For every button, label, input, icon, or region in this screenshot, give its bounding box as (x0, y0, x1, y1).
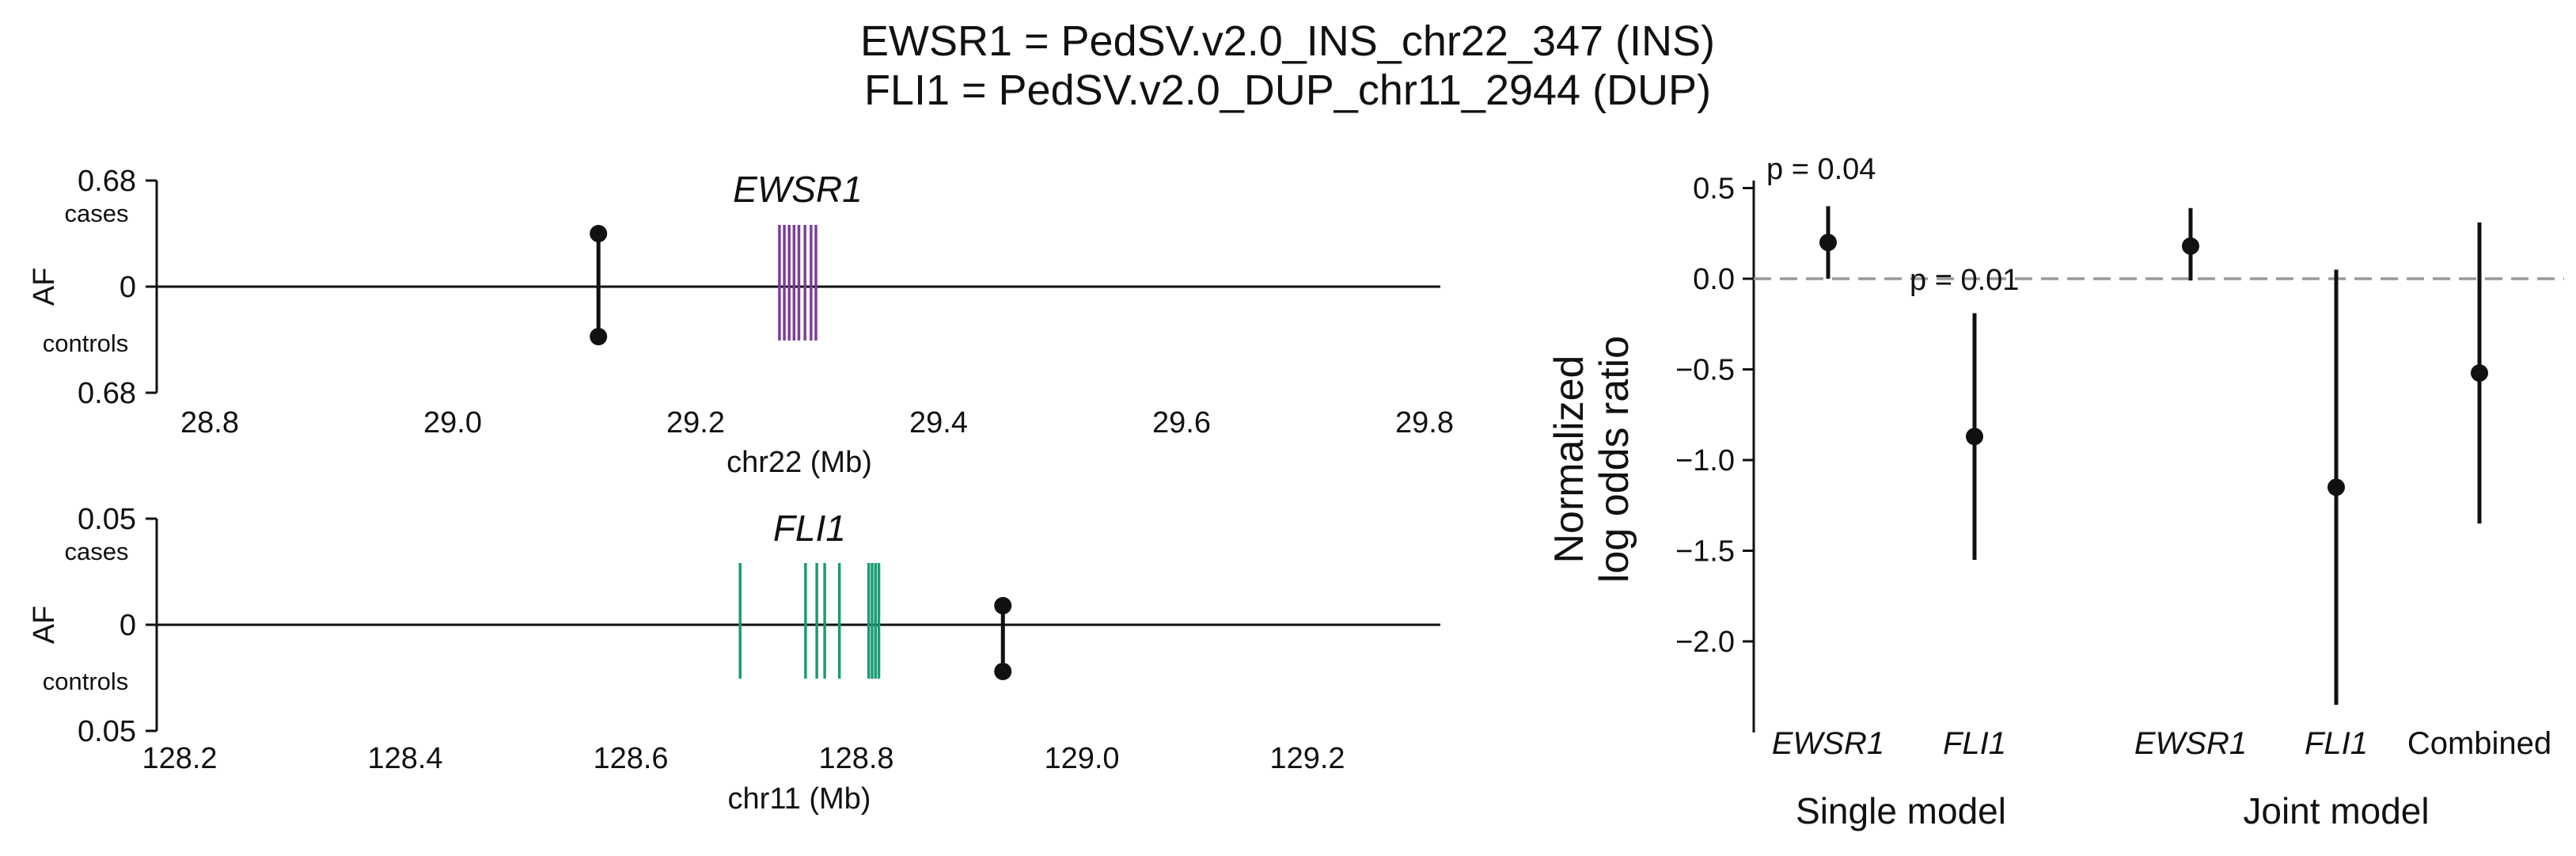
category-label: EWSR1 (2134, 726, 2247, 761)
x-tick-label: 29.4 (909, 406, 968, 439)
x-tick-label: 128.8 (818, 742, 893, 775)
x-tick-label: 29.6 (1152, 406, 1211, 439)
category-label: Combined (2407, 726, 2551, 761)
y-tick-label-zero: 0 (120, 271, 136, 304)
x-tick-label: 129.2 (1269, 742, 1345, 775)
category-label: EWSR1 (1772, 726, 1884, 761)
y-tick-label-top: 0.68 (78, 165, 136, 198)
y-axis-label: AF (28, 268, 61, 306)
title-line-2: FLI1 = PedSV.v2.0_DUP_chr11_2944 (DUP) (864, 67, 1711, 114)
variant-control-point (994, 662, 1012, 680)
forest-y-tick-label: 0.0 (1693, 263, 1735, 296)
x-tick-label: 29.8 (1395, 406, 1454, 439)
group-label-joint: Joint model (2243, 790, 2429, 831)
y-tick-label-bottom: 0.05 (78, 715, 136, 748)
estimate-point (2328, 478, 2345, 496)
controls-label: controls (43, 329, 129, 357)
forest-y-tick-label: −2.0 (1675, 626, 1735, 659)
variant-case-point (994, 596, 1012, 614)
x-tick-label: 29.2 (666, 406, 725, 439)
controls-label: controls (43, 668, 129, 695)
gene-name-label: FLI1 (773, 508, 846, 549)
y-tick-label-zero: 0 (120, 609, 136, 642)
y-axis-label: AF (28, 606, 61, 645)
estimate-point (2182, 237, 2199, 255)
y-tick-label-top: 0.05 (78, 503, 136, 536)
cases-label: cases (65, 200, 129, 227)
forest-y-tick-label: 0.5 (1693, 173, 1735, 206)
group-label-single: Single model (1796, 790, 2006, 831)
estimate-point (2471, 364, 2488, 382)
pvalue-label: p = 0.04 (1766, 153, 1876, 186)
x-tick-label: 29.0 (423, 406, 482, 439)
cases-label: cases (65, 538, 129, 565)
x-axis-label: chr11 (Mb) (728, 782, 871, 816)
forest-y-axis-label-line-1: Normalized (1546, 356, 1592, 564)
forest-y-tick-label: −0.5 (1675, 354, 1735, 387)
forest-y-tick-label: −1.5 (1675, 535, 1735, 569)
x-tick-label: 128.2 (142, 742, 217, 775)
forest-y-axis-label-line-2: log odds ratio (1592, 336, 1637, 583)
variant-control-point (590, 328, 608, 346)
category-label: FLI1 (1943, 726, 2006, 761)
estimate-point (1819, 234, 1837, 252)
estimate-point (1966, 428, 1983, 446)
pvalue-label: p = 0.01 (1910, 264, 2019, 297)
gene-name-label: EWSR1 (733, 169, 863, 210)
category-label: FLI1 (2305, 726, 2368, 761)
x-tick-label: 129.0 (1044, 742, 1119, 775)
x-tick-label: 128.4 (367, 742, 442, 775)
x-tick-label: 28.8 (180, 406, 239, 439)
x-axis-label: chr22 (Mb) (727, 446, 872, 479)
x-tick-label: 128.6 (593, 742, 668, 775)
y-tick-label-bottom: 0.68 (78, 377, 136, 410)
title-line-1: EWSR1 = PedSV.v2.0_INS_chr22_347 (INS) (860, 17, 1715, 65)
forest-y-tick-label: −1.0 (1675, 444, 1735, 477)
variant-case-point (590, 225, 608, 242)
forest-panel: 0.5 0.0 −0.5 −1.0 −1.5 −2.0 Normalized log odds… (1546, 153, 2564, 831)
